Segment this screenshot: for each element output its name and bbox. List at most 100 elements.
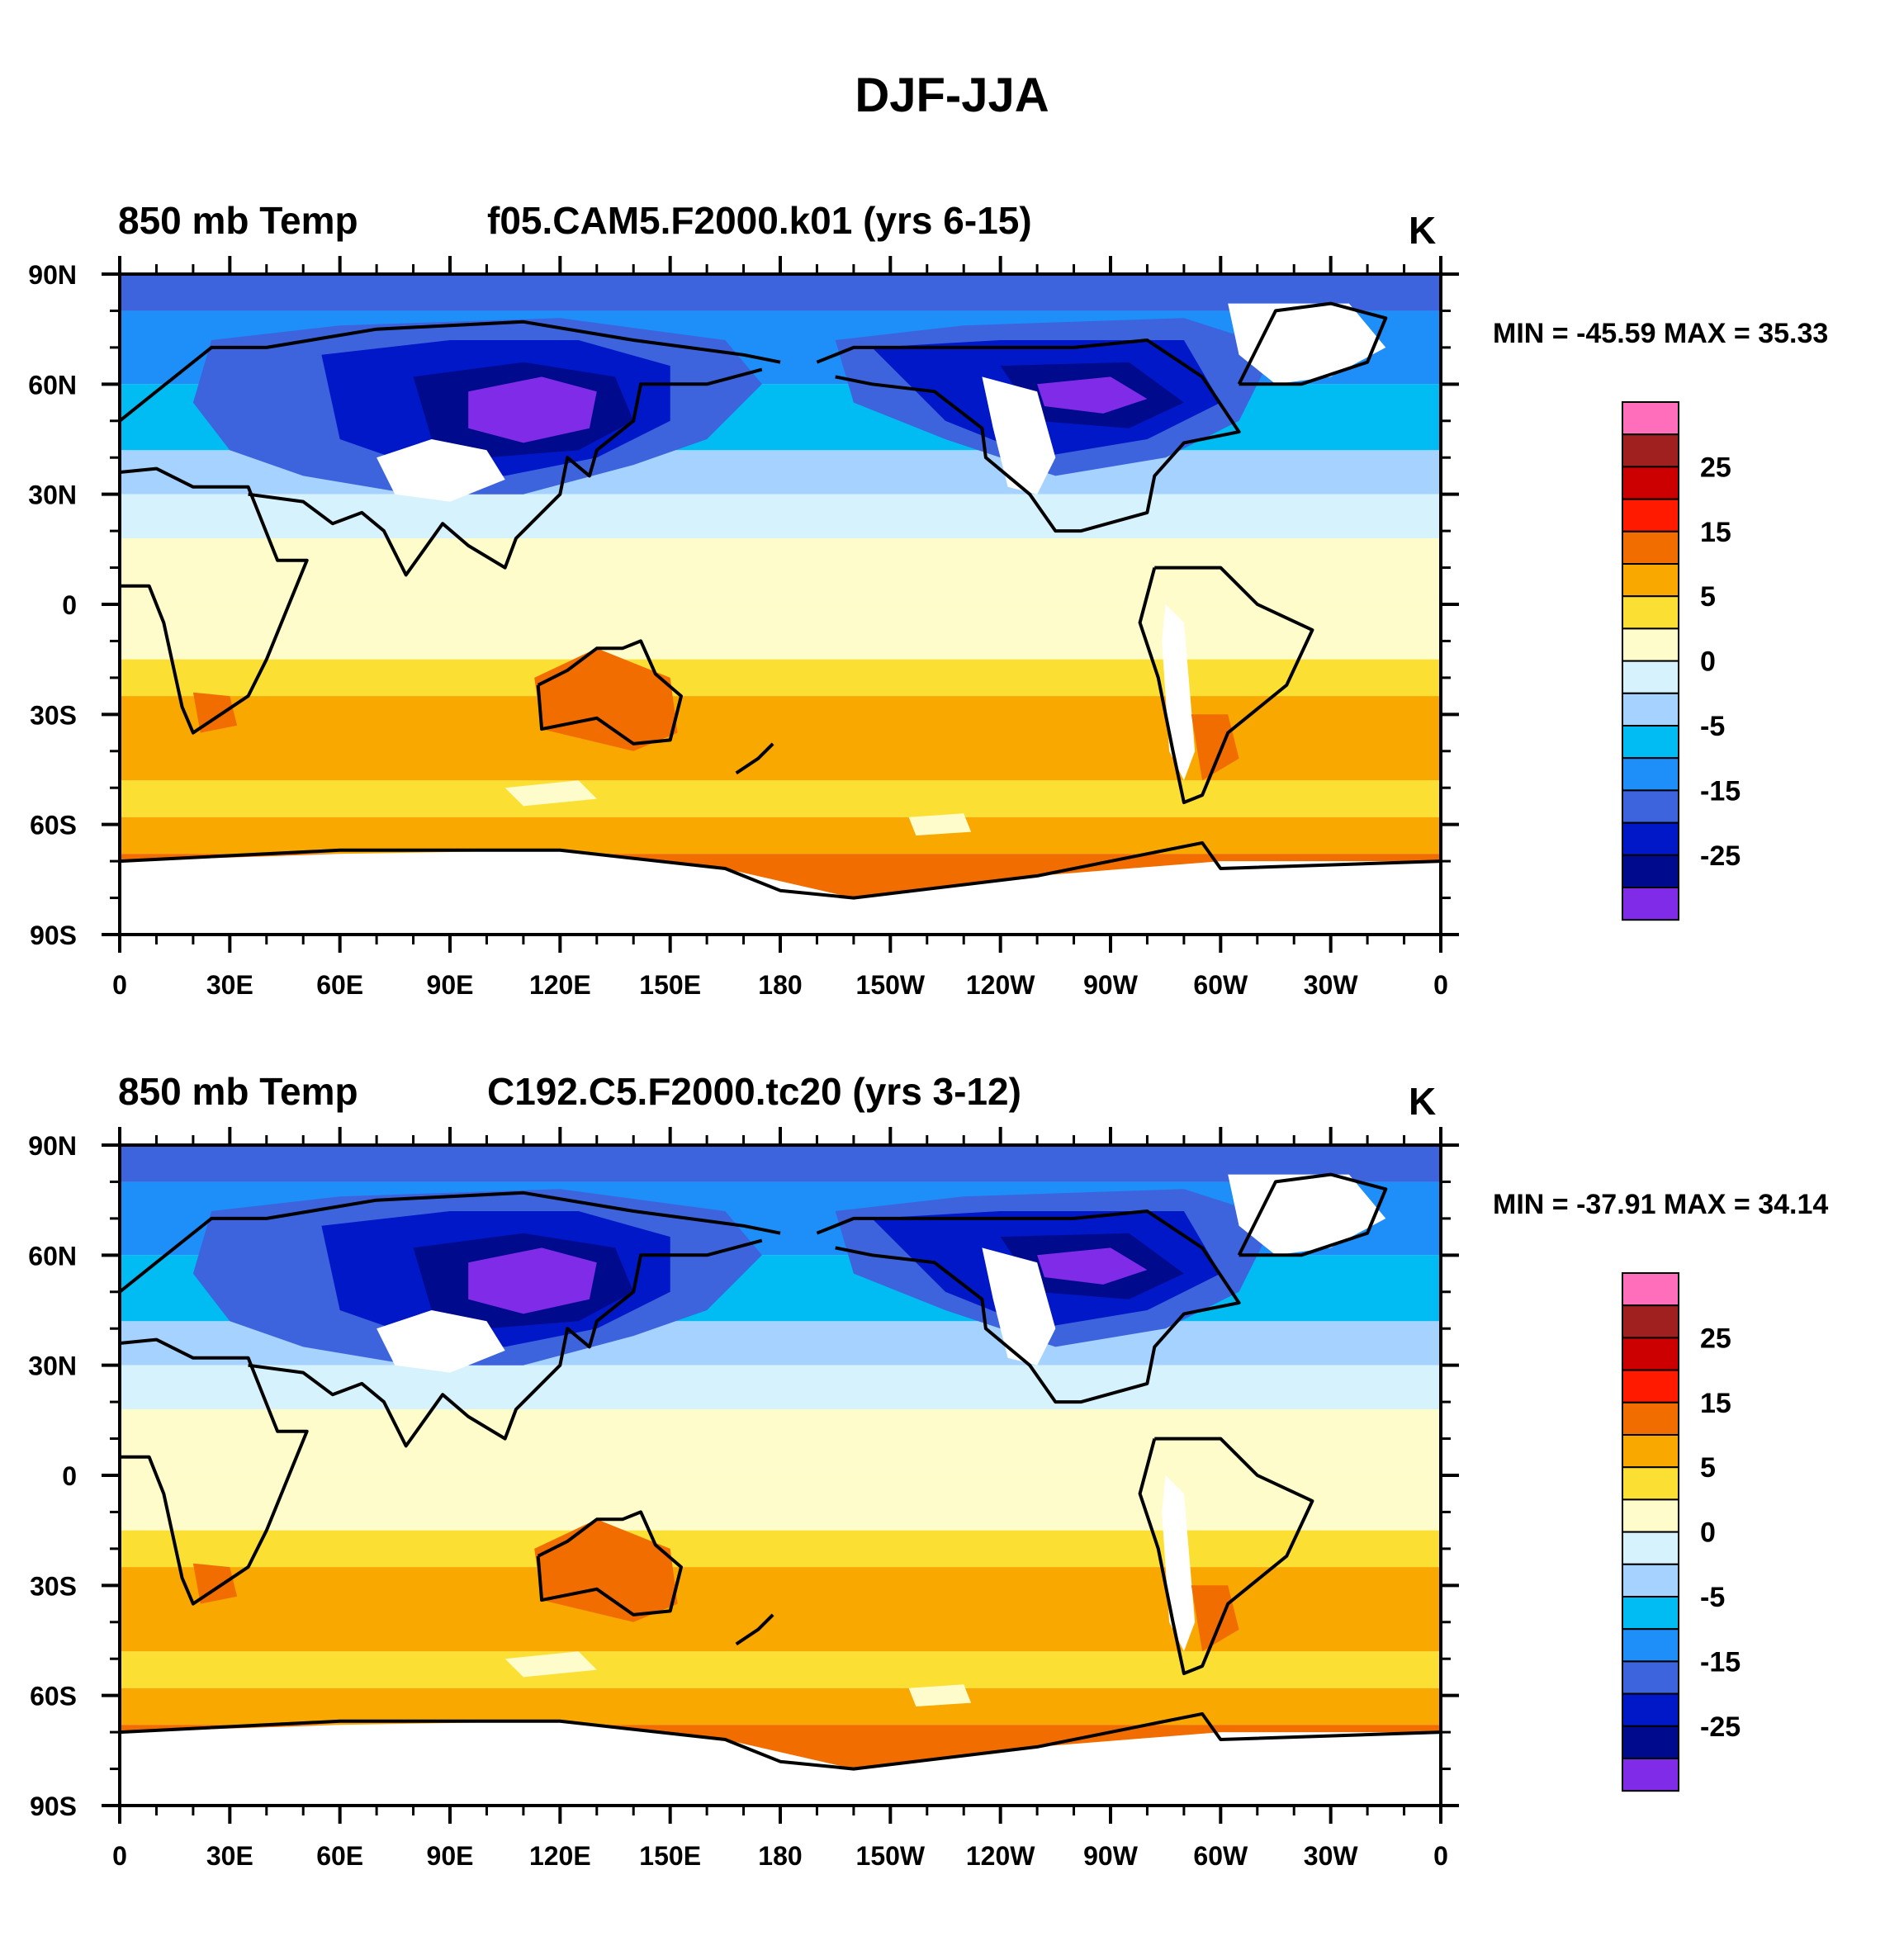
x-tick-label: 120E xyxy=(529,970,591,1000)
colorbar-box xyxy=(1622,1466,1679,1501)
colorbar-label: 15 xyxy=(1700,1388,1731,1419)
y-tick-label: 90N xyxy=(28,260,77,290)
colorbar-box xyxy=(1622,530,1679,565)
colorbar-box xyxy=(1622,660,1679,694)
colorbar-label: -25 xyxy=(1700,1711,1741,1743)
x-tick-label: 0 xyxy=(1433,1841,1448,1871)
coastline xyxy=(1237,301,1388,386)
anomaly-region xyxy=(192,692,238,733)
x-tick-label: 30W xyxy=(1304,1841,1359,1871)
anomaly-region xyxy=(1191,714,1239,781)
x-tick-label: 180 xyxy=(758,970,802,1000)
colorbar-box xyxy=(1622,1369,1679,1403)
coastline xyxy=(816,1209,1241,1404)
y-tick-label: 60S xyxy=(30,1682,77,1711)
colorbar-label: -5 xyxy=(1700,1582,1725,1613)
field-band xyxy=(120,1530,1441,1568)
x-tick-label: 30W xyxy=(1304,970,1359,1000)
colorbar-box xyxy=(1622,1692,1679,1727)
colorbar-box xyxy=(1622,466,1679,500)
x-tick-label: 150E xyxy=(639,1841,701,1871)
y-tick-label: 30N xyxy=(28,1351,77,1381)
x-tick-label: 30E xyxy=(206,970,253,1000)
colorbar-box xyxy=(1622,1596,1679,1631)
y-tick-label: 0 xyxy=(62,1461,77,1491)
field-band xyxy=(120,1687,1441,1725)
colorbar-box xyxy=(1622,401,1679,436)
colorbar-box xyxy=(1622,789,1679,824)
variable-label: 850 mb Temp xyxy=(118,199,358,242)
colorbar-box xyxy=(1622,1628,1679,1663)
anomaly-region xyxy=(468,376,597,443)
map-panel-bottom: 850 mb Temp C192.C5.F2000.tc20 (yrs 3-12… xyxy=(0,1061,1904,1936)
colorbar-label: 25 xyxy=(1700,452,1731,483)
min-max-label: MIN = -45.59 MAX = 35.33 xyxy=(1493,318,1829,349)
x-tick-label: 30E xyxy=(206,1841,253,1871)
coastline xyxy=(1138,1437,1314,1675)
field-band xyxy=(120,1365,1441,1409)
map-plot: 0 30E 60E 90E 120E 150E 180 150W 120W 90W 60W 30W 0 9… xyxy=(28,256,1741,1000)
y-tick-label: 60N xyxy=(28,1241,77,1271)
anomaly-region xyxy=(1037,1247,1148,1285)
anomaly-region xyxy=(120,1721,1441,1806)
field-band xyxy=(120,659,1441,697)
anomaly-region xyxy=(120,850,1441,935)
x-tick-label: 90E xyxy=(427,970,474,1000)
coastline xyxy=(120,1190,781,1294)
case-label: f05.CAM5.F2000.k01 (yrs 6-15) xyxy=(487,199,1032,242)
x-tick-label: 60W xyxy=(1193,1841,1248,1871)
colorbar-box xyxy=(1622,757,1679,792)
anomaly-region xyxy=(1191,1585,1239,1652)
x-tick-label: 150W xyxy=(856,970,926,1000)
anomaly-region xyxy=(534,1519,678,1622)
coastline xyxy=(248,1238,763,1448)
coastline xyxy=(120,1337,309,1606)
anomaly-region xyxy=(504,1651,597,1678)
field-band xyxy=(120,1145,1441,1182)
colorbar-box xyxy=(1622,725,1679,760)
temperature-field xyxy=(120,274,1441,935)
colorbar-box xyxy=(1622,1272,1679,1307)
colorbar-box xyxy=(1622,1725,1679,1759)
x-tick-label: 60E xyxy=(316,1841,363,1871)
anomaly-region xyxy=(377,1310,505,1373)
case-label: C192.C5.F2000.tc20 (yrs 3-12) xyxy=(487,1070,1021,1113)
x-tick-label: 60W xyxy=(1193,970,1248,1000)
colorbar-box xyxy=(1622,692,1679,727)
units-label: K xyxy=(1409,209,1437,252)
x-tick-label: 0 xyxy=(112,970,127,1000)
x-tick-label: 90W xyxy=(1083,970,1139,1000)
colorbar-label: -15 xyxy=(1700,775,1741,807)
colorbar-box xyxy=(1622,627,1679,662)
x-tick-label: 0 xyxy=(112,1841,127,1871)
coastline xyxy=(735,1613,774,1646)
map-panel-top: 850 mb Temp f05.CAM5.F2000.k01 (yrs 6-15… xyxy=(0,190,1904,1065)
colorbar-box xyxy=(1622,1758,1679,1792)
anomaly-region xyxy=(908,813,972,835)
anomaly-region xyxy=(504,780,597,807)
colorbar-label: -15 xyxy=(1700,1646,1741,1678)
units-label: K xyxy=(1409,1080,1437,1123)
anomaly-region xyxy=(377,439,505,502)
x-tick-label: 150E xyxy=(639,970,701,1000)
colorbar-box xyxy=(1622,498,1679,533)
coastline xyxy=(536,639,683,746)
figure-title: DJF-JJA xyxy=(855,69,1049,122)
x-tick-label: 90W xyxy=(1083,1841,1139,1871)
x-tick-label: 90E xyxy=(427,1841,474,1871)
y-tick-label: 0 xyxy=(62,590,77,620)
y-tick-label: 90S xyxy=(30,1792,77,1821)
variable-label: 850 mb Temp xyxy=(118,1070,358,1113)
coastline xyxy=(248,367,763,577)
y-tick-label: 90N xyxy=(28,1131,77,1161)
colorbar-box xyxy=(1622,1434,1679,1469)
colorbar-box xyxy=(1622,1304,1679,1339)
x-tick-label: 120W xyxy=(966,970,1035,1000)
x-tick-label: 0 xyxy=(1433,970,1448,1000)
x-tick-label: 120W xyxy=(966,1841,1035,1871)
coastline xyxy=(1138,566,1314,804)
coastline xyxy=(1237,1172,1388,1257)
y-tick-label: 90S xyxy=(30,921,77,950)
coastline xyxy=(536,1510,683,1616)
colorbar-box xyxy=(1622,821,1679,856)
